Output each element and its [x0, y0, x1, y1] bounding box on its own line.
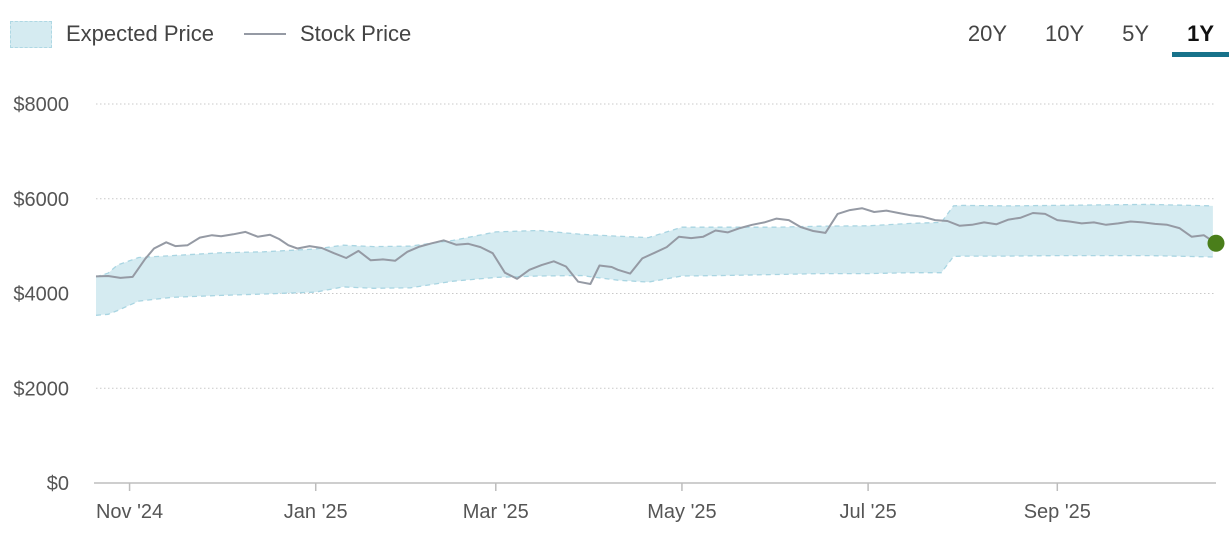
y-tick-label: $0 — [47, 473, 69, 495]
legend-label-expected-price: Expected Price — [66, 21, 214, 46]
range-tabs: 20Y 10Y 5Y 1Y — [945, 18, 1229, 57]
expected-price-lower-edge — [95, 254, 1213, 316]
legend-label-stock-price: Stock Price — [299, 21, 412, 46]
expected-price-swatch — [10, 20, 52, 48]
current-price-marker — [1207, 234, 1225, 252]
x-tick-label: Jan '25 — [284, 501, 348, 523]
x-tick-label: Sep '25 — [1024, 501, 1091, 523]
tab-10y[interactable]: 10Y — [1045, 21, 1085, 46]
stock-price-swatch — [243, 33, 286, 35]
expected-price-upper-edge — [95, 203, 1213, 278]
chart-legend: Expected Price Stock Price — [10, 18, 441, 50]
y-tick-label: $4000 — [13, 284, 69, 306]
y-tick-label: $2000 — [13, 378, 69, 400]
legend-item-stock-price[interactable]: Stock Price — [243, 21, 412, 47]
tab-20y[interactable]: 20Y — [967, 21, 1007, 46]
x-tick-label: Jul '25 — [840, 501, 897, 523]
x-tick-label: Nov '24 — [96, 501, 163, 523]
tab-1y[interactable]: 1Y — [1172, 18, 1229, 57]
legend-item-expected-price[interactable]: Expected Price — [10, 20, 214, 48]
y-tick-label: $6000 — [13, 189, 69, 211]
stock-price-line — [95, 207, 1217, 285]
y-tick-label: $8000 — [13, 94, 69, 116]
x-tick-label: Mar '25 — [463, 501, 529, 523]
x-tick-label: May '25 — [647, 501, 716, 523]
tab-5y[interactable]: 5Y — [1122, 21, 1150, 46]
expected-price-band — [96, 204, 1213, 316]
